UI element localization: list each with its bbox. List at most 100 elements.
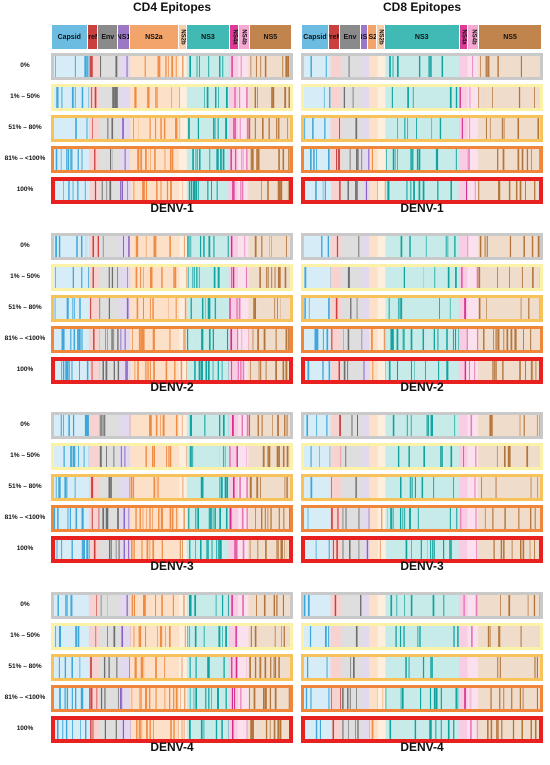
epitope-stripe (278, 657, 280, 678)
epitope-stripe (95, 361, 97, 380)
epitope-stripe (285, 236, 287, 257)
epitope-stripe (463, 446, 465, 467)
serotype-label: DENV-1 (400, 201, 444, 215)
epitope-stripe (214, 298, 216, 319)
epitope-stripe (82, 540, 84, 559)
epitope-stripe (72, 181, 74, 200)
epitope-stripe (198, 688, 201, 709)
epitope-stripe (68, 149, 69, 170)
epitope-stripe (441, 56, 444, 77)
epitope-stripe (86, 540, 88, 559)
epitope-stripe (273, 720, 276, 739)
epitope-stripe (89, 688, 91, 709)
epitope-stripe (188, 236, 190, 257)
epitope-lane (51, 53, 293, 80)
region-background (304, 298, 331, 319)
epitope-stripe (143, 415, 145, 436)
epitope-stripe (57, 508, 58, 529)
epitope-stripes (304, 477, 540, 498)
epitope-stripe (260, 657, 262, 678)
region-background (459, 149, 469, 170)
region-background (467, 720, 479, 739)
epitope-stripe (438, 361, 440, 380)
epitope-stripe (265, 595, 267, 616)
epitope-stripes (54, 298, 290, 319)
epitope-stripe (113, 361, 115, 380)
region-background (248, 477, 290, 498)
epitope-stripe (95, 267, 97, 288)
epitope-stripe (508, 595, 511, 616)
epitope-stripe (211, 540, 213, 559)
epitope-stripe (131, 540, 133, 559)
epitope-stripe (285, 329, 287, 350)
epitope-stripe (231, 688, 234, 709)
epitope-stripe (425, 540, 427, 559)
cd8-column-title: CD8 Epitopes (382, 0, 461, 14)
epitope-stripes (304, 118, 540, 139)
epitope-stripe (216, 688, 218, 709)
epitope-stripe (134, 540, 135, 559)
genome-region-ns4b: NS4b (239, 25, 250, 49)
epitope-stripe (223, 657, 225, 678)
epitope-stripe (145, 181, 148, 200)
epitope-stripe (115, 626, 117, 647)
epitope-stripe (317, 508, 319, 529)
epitope-stripe (112, 236, 114, 257)
region-background (330, 508, 342, 529)
epitope-stripe (430, 415, 433, 436)
region-background (377, 329, 386, 350)
epitope-stripe (246, 87, 248, 108)
epitope-stripe (189, 626, 191, 647)
epitope-stripe (104, 118, 107, 139)
epitope-stripe (534, 540, 536, 559)
epitope-stripe (194, 626, 197, 647)
epitope-stripe (460, 508, 462, 529)
epitope-stripe (155, 415, 158, 436)
epitope-stripe (242, 361, 245, 380)
genome-region-ns2a: NS2a (129, 25, 180, 49)
epitope-stripe (109, 181, 112, 200)
epitope-stripe (227, 595, 230, 616)
epitope-stripe (509, 236, 512, 257)
epitope-stripe (77, 626, 80, 647)
epitope-stripe (207, 540, 208, 559)
epitope-stripe (121, 720, 123, 739)
epitope-stripe (458, 329, 460, 350)
epitope-stripe (419, 149, 421, 170)
epitope-stripe (315, 720, 318, 739)
epitope-stripe (194, 267, 195, 288)
epitope-stripe (423, 267, 425, 288)
epitope-stripe (371, 720, 374, 739)
conservation-label: 51% – 80% (8, 482, 42, 490)
epitope-stripe (535, 361, 537, 380)
region-background (99, 595, 120, 616)
epitope-stripe (169, 626, 171, 647)
epitope-stripe (91, 56, 93, 77)
region-background (377, 657, 386, 678)
epitope-stripe (183, 329, 185, 350)
epitope-stripe (235, 236, 237, 257)
epitope-stripe (222, 149, 225, 170)
epitope-stripe (205, 181, 207, 200)
epitope-stripe (107, 118, 109, 139)
genome-region-ns4a: NS4a (459, 25, 469, 49)
epitope-stripe (123, 508, 125, 529)
epitope-stripe (176, 688, 178, 709)
epitope-stripe (239, 87, 241, 108)
epitope-stripe (304, 595, 306, 616)
epitope-stripe (252, 181, 255, 200)
region-background (119, 181, 132, 200)
epitope-stripe (475, 446, 477, 467)
epitope-stripe (195, 688, 197, 709)
epitope-lane (51, 326, 293, 353)
epitope-stripe (240, 181, 242, 200)
epitope-stripe (281, 626, 284, 647)
epitope-stripe (267, 508, 269, 529)
epitope-stripe (165, 626, 166, 647)
epitope-stripe (537, 118, 540, 139)
region-background (385, 329, 460, 350)
region-background (478, 56, 540, 77)
epitope-stripes (304, 329, 540, 350)
epitope-stripe (233, 181, 235, 200)
epitope-stripe (195, 657, 197, 678)
